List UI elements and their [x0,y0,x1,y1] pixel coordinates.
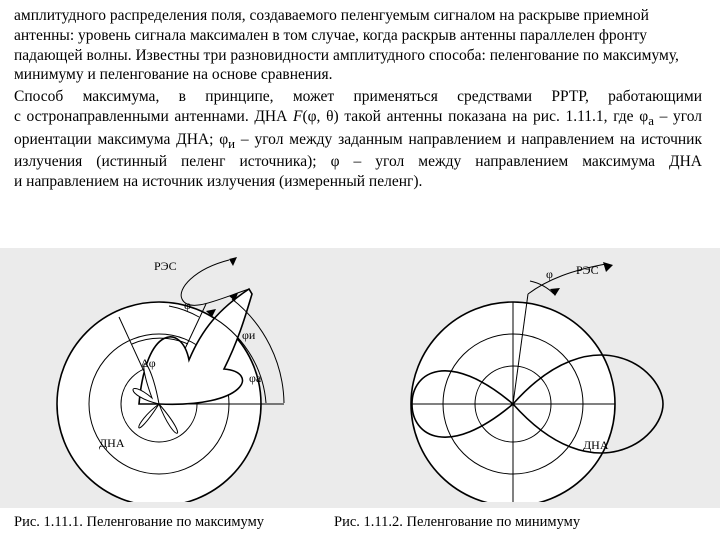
caption-right: Рис. 1.11.2. Пеленгование по минимуму [334,514,580,531]
figure-1-svg: РЭС φ φи φа Δφ ДНА [24,254,354,502]
svg-text:РЭС: РЭС [576,263,599,277]
paragraph-1: амплитудного распределения поля, создава… [0,0,720,85]
svg-text:φи: φи [242,328,256,342]
svg-text:ДНА: ДНА [99,436,125,450]
captions-row: Рис. 1.11.1. Пеленгование по максимуму Р… [0,510,720,531]
paragraph-2: Способ максимума, в принципе, может прим… [0,85,720,192]
figures-panel: РЭС φ φи φа Δφ ДНА φ РЭС ДНА [0,248,720,508]
figure-2-svg: φ РЭС ДНА [378,254,708,502]
svg-text:РЭС: РЭС [154,259,177,273]
p2-c: (φ, θ) такой антенны показана на рис. 1.… [302,108,648,125]
svg-text:ДНА: ДНА [583,438,609,452]
caption-left: Рис. 1.11.1. Пеленгование по максимуму [14,514,264,531]
svg-text:φа: φа [249,371,262,385]
svg-text:φ: φ [546,267,553,281]
svg-text:φ: φ [184,298,191,312]
svg-text:Δφ: Δφ [141,356,156,370]
